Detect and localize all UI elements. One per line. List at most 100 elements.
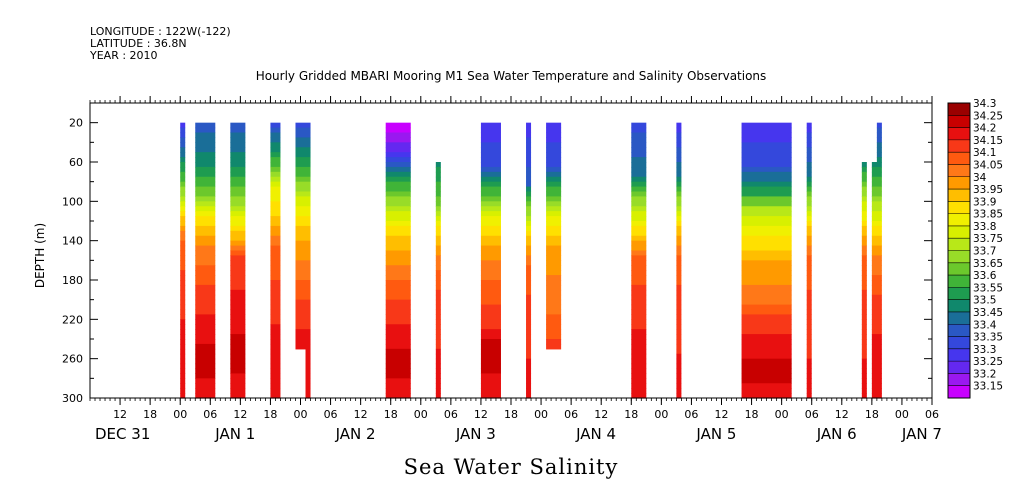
heatmap-cell (180, 216, 186, 222)
heatmap-cell (230, 221, 246, 227)
heatmap-cell (435, 211, 441, 217)
x-tick-label: 00 (895, 408, 909, 421)
heatmap-cell (741, 250, 792, 257)
heatmap-cell (526, 368, 532, 375)
heatmap-cell (270, 162, 281, 168)
heatmap-cell (806, 240, 812, 247)
heatmap-cell (270, 186, 281, 193)
heatmap-cell (295, 142, 311, 148)
heatmap-cell (861, 294, 867, 301)
heatmap-cell (871, 383, 882, 389)
heatmap-cell (435, 245, 441, 252)
heatmap-cell (435, 225, 441, 232)
heatmap-cell (230, 284, 246, 291)
heatmap-cell (180, 265, 186, 271)
heatmap-cell (480, 211, 501, 217)
heatmap-cell (526, 378, 532, 384)
heatmap-cell (631, 162, 647, 168)
heatmap-cell (741, 324, 792, 330)
heatmap-cell (871, 250, 882, 257)
heatmap-cell (435, 260, 441, 266)
heatmap-cell (230, 260, 246, 266)
heatmap-cell (526, 196, 532, 202)
heatmap-cell (230, 162, 246, 168)
heatmap-cell (480, 353, 501, 360)
heatmap-cell (741, 216, 792, 222)
heatmap-cell (676, 329, 682, 335)
heatmap-cell (305, 353, 311, 360)
heatmap-cell (230, 373, 246, 379)
colorbar-swatch (948, 213, 970, 227)
heatmap-cell (435, 348, 441, 355)
heatmap-cell (480, 221, 501, 227)
heatmap-cell (480, 196, 501, 202)
heatmap-cell (305, 373, 311, 379)
heatmap-cell (741, 181, 792, 188)
heatmap-cell (480, 191, 501, 198)
heatmap-cell (741, 280, 792, 286)
heatmap-cell (435, 235, 441, 242)
heatmap-cell (480, 383, 501, 389)
heatmap-cell (806, 176, 812, 183)
x-tick-label: 12 (233, 408, 247, 421)
heatmap-cell (676, 166, 682, 173)
heatmap-cell (676, 225, 682, 232)
heatmap-cell (631, 334, 647, 340)
heatmap-cell (546, 240, 562, 247)
heatmap-cell (230, 206, 246, 212)
heatmap-cell (861, 235, 867, 242)
heatmap-cell (480, 166, 501, 173)
heatmap-cell (180, 225, 186, 232)
data-column (546, 122, 562, 350)
heatmap-cell (806, 299, 812, 306)
heatmap-cell (861, 240, 867, 247)
heatmap-cell (631, 206, 647, 212)
heatmap-cell (195, 166, 216, 173)
colorbar-label: 33.95 (973, 184, 1003, 196)
heatmap-cell (270, 245, 281, 252)
heatmap-cell (385, 324, 411, 330)
heatmap-cell (526, 284, 532, 291)
heatmap-cell (195, 314, 216, 320)
heatmap-cell (230, 191, 246, 198)
heatmap-cell (631, 211, 647, 217)
heatmap-cell (435, 176, 441, 183)
heatmap-cell (180, 162, 186, 168)
heatmap-cell (230, 137, 246, 143)
heatmap-cell (546, 309, 562, 316)
heatmap-cell (861, 196, 867, 202)
heatmap-cell (676, 324, 682, 330)
heatmap-cell (741, 176, 792, 183)
heatmap-cell (230, 235, 246, 242)
heatmap-cell (741, 368, 792, 375)
heatmap-cell (871, 343, 882, 350)
heatmap-cell (526, 324, 532, 330)
heatmap-cell (435, 250, 441, 257)
heatmap-cell (230, 171, 246, 178)
heatmap-cell (631, 171, 647, 178)
heatmap-cell (295, 137, 311, 143)
heatmap-cell (806, 270, 812, 276)
heatmap-cell (806, 339, 812, 345)
heatmap-cell (631, 216, 647, 222)
heatmap-cell (270, 343, 281, 350)
heatmap-cell (806, 181, 812, 188)
heatmap-cell (861, 211, 867, 217)
heatmap-cell (195, 250, 216, 257)
heatmap-cell (180, 201, 186, 207)
heatmap-cell (526, 334, 532, 340)
heatmap-cell (195, 329, 216, 335)
heatmap-cell (861, 368, 867, 375)
heatmap-cell (480, 127, 501, 134)
data-column (806, 122, 812, 399)
heatmap-cell (270, 334, 281, 340)
heatmap-cell (741, 309, 792, 316)
heatmap-cell (480, 339, 501, 345)
heatmap-cell (435, 319, 441, 325)
heatmap-cell (546, 147, 562, 153)
y-axis-label: DEPTH (m) (33, 223, 47, 288)
heatmap-cell (480, 260, 501, 266)
colorbar-swatch (948, 139, 970, 153)
heatmap-cell (526, 142, 532, 148)
heatmap-cell (480, 240, 501, 247)
